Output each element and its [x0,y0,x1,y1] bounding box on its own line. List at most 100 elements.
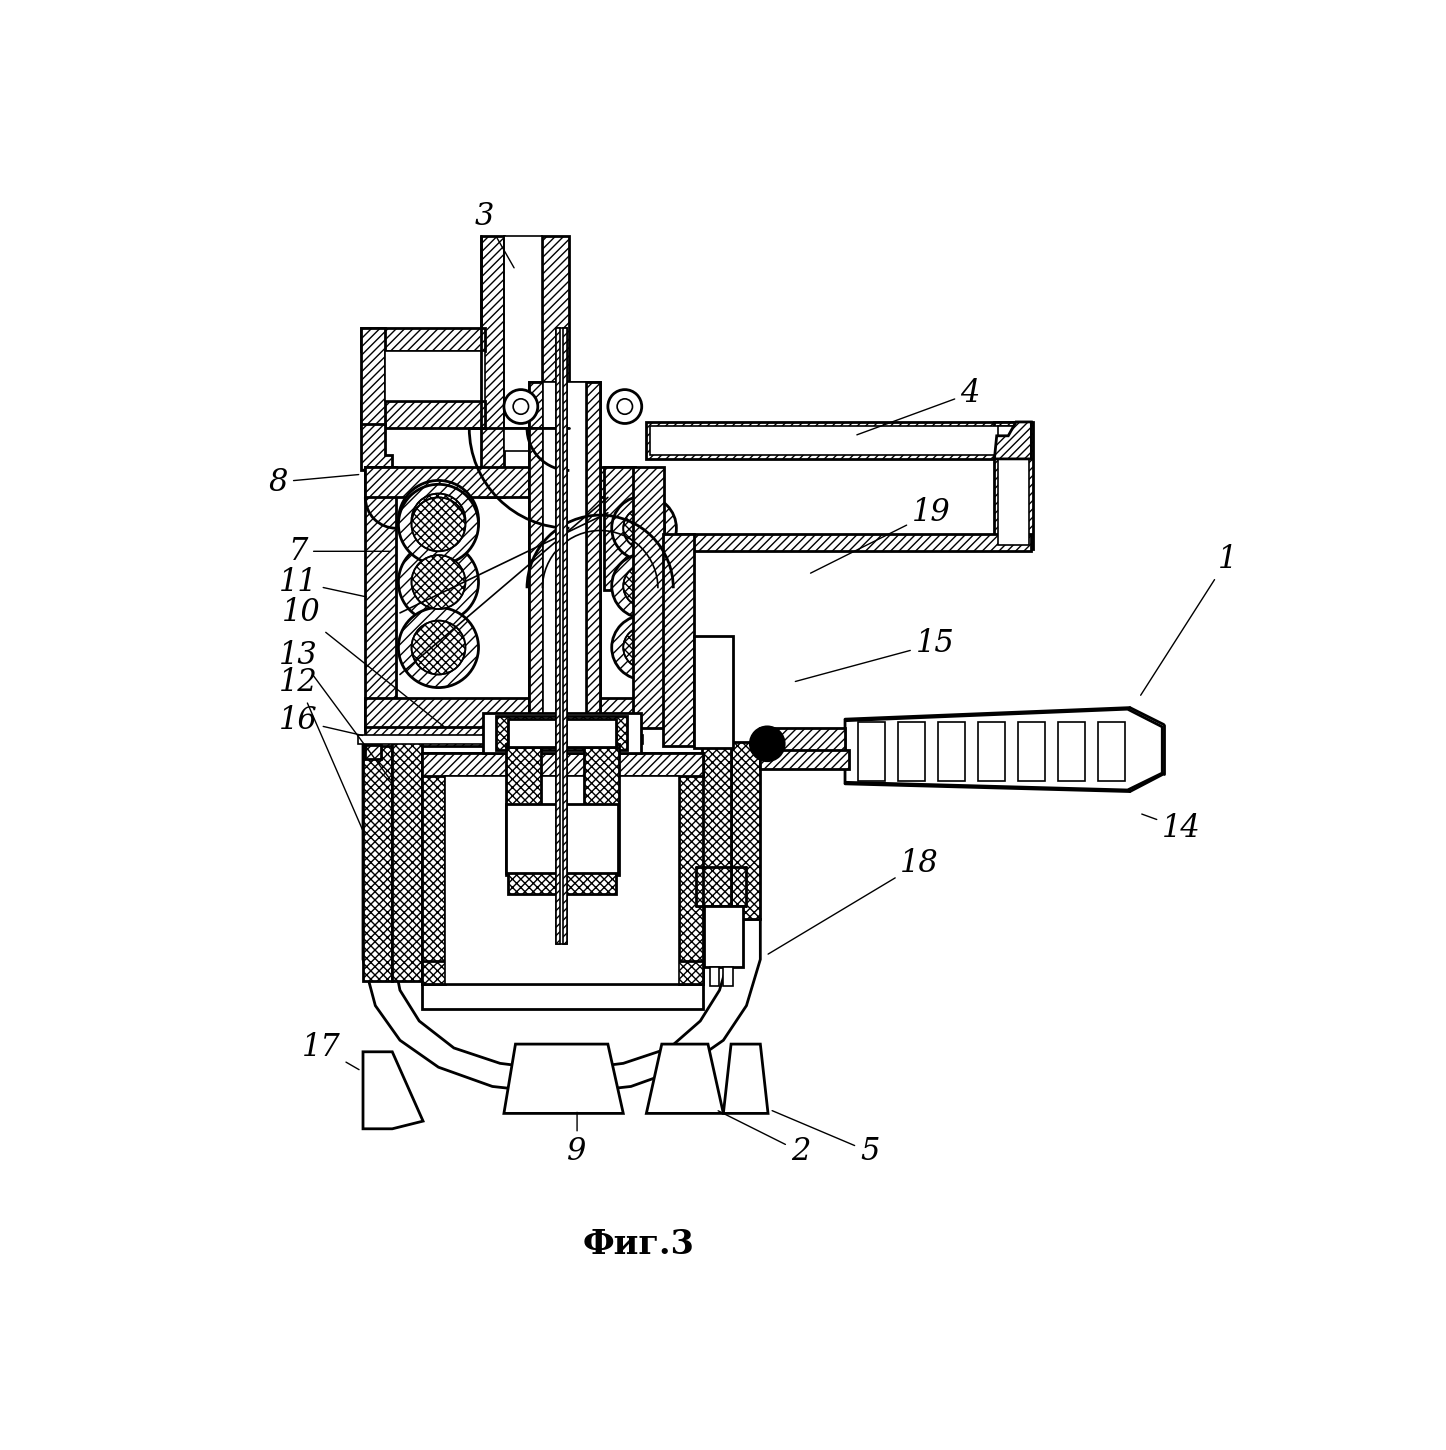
Text: 5: 5 [772,1111,879,1167]
Circle shape [612,554,677,618]
Text: 10: 10 [282,597,444,726]
Bar [396,497,635,728]
Circle shape [607,390,642,423]
Text: 15: 15 [795,628,954,682]
Bar [704,905,743,967]
Bar [1018,722,1045,780]
Bar [366,726,635,747]
Circle shape [412,497,466,551]
Bar [1099,722,1125,780]
Bar [363,742,392,982]
Bar [422,753,703,776]
Circle shape [412,493,466,548]
Text: 13: 13 [279,639,390,780]
Bar [506,803,617,873]
Bar [1058,722,1086,780]
Text: 12: 12 [279,667,364,834]
Circle shape [399,484,479,564]
Bar [544,381,586,740]
Circle shape [399,480,479,561]
Bar [385,351,484,402]
Bar [651,426,1028,455]
Bar [646,422,1031,458]
Bar [694,637,733,748]
Bar [586,381,600,740]
Bar [362,328,385,428]
Bar [508,719,616,747]
Circle shape [412,621,466,674]
Polygon shape [995,422,1031,458]
Bar [392,742,422,982]
Text: 1: 1 [1141,544,1238,695]
Circle shape [399,608,479,687]
Bar [444,776,680,985]
Bar [557,328,560,944]
Text: 4: 4 [857,378,979,435]
Bar [529,381,544,740]
Bar [422,753,444,985]
Polygon shape [646,1044,723,1114]
Polygon shape [363,1051,424,1128]
Bar [496,716,628,750]
Bar [761,750,849,768]
Text: 11: 11 [279,567,366,597]
Circle shape [399,542,479,622]
Bar [857,722,885,780]
Polygon shape [362,425,392,470]
Bar [898,722,925,780]
Bar [680,753,703,985]
Bar [710,967,719,986]
Bar [366,697,635,729]
Text: 8: 8 [269,467,359,497]
Text: 17: 17 [302,1032,359,1070]
Bar [723,967,733,986]
Bar [366,467,635,497]
Bar [979,722,1005,780]
Bar [584,744,619,874]
Bar [362,402,484,428]
Circle shape [623,626,665,668]
Bar [422,961,703,985]
Polygon shape [363,742,761,1095]
Text: 7: 7 [289,536,389,567]
Bar [362,328,484,351]
Bar [529,381,600,740]
Bar [604,467,635,590]
Bar [422,753,703,1009]
Text: 16: 16 [279,705,363,737]
Text: 14: 14 [1142,813,1200,844]
Bar [701,742,732,919]
Bar [998,426,1030,545]
Bar [366,467,396,728]
Bar [482,235,503,497]
Bar [732,742,761,919]
Bar [646,535,1031,551]
Text: 9: 9 [567,1112,587,1167]
Bar [557,328,567,944]
Circle shape [750,726,784,761]
Bar [483,713,641,753]
Bar [995,422,1032,550]
Bar [664,535,694,747]
Circle shape [623,507,665,550]
Bar [508,871,616,895]
Bar [938,722,964,780]
Bar [542,235,570,428]
Circle shape [612,615,677,680]
Bar [761,728,844,768]
Circle shape [617,399,632,415]
Circle shape [513,399,529,415]
Text: 2: 2 [719,1111,810,1167]
Polygon shape [723,1044,768,1114]
Circle shape [623,566,665,606]
Bar [506,744,541,874]
Bar [357,735,642,744]
Text: 18: 18 [768,848,938,954]
Bar [562,328,567,944]
Text: Фиг.3: Фиг.3 [583,1228,694,1262]
Bar [619,745,635,760]
Bar [503,235,542,451]
Text: 19: 19 [811,497,950,573]
Polygon shape [844,709,1163,790]
Circle shape [412,555,466,609]
